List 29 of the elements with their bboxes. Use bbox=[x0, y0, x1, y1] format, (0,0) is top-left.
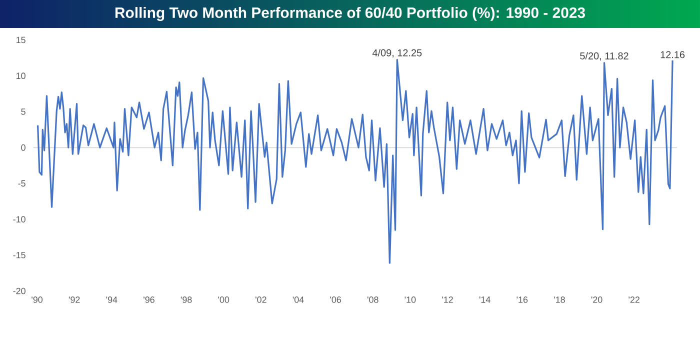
x-tick-label: '98 bbox=[180, 296, 192, 303]
x-tick-label: '92 bbox=[68, 296, 80, 303]
x-tick-label: '94 bbox=[106, 296, 118, 303]
x-tick-label: '22 bbox=[628, 296, 640, 303]
annotation: 4/09, 12.25 bbox=[372, 49, 422, 58]
annotation: 12.16 bbox=[660, 51, 685, 58]
x-tick-label: '90 bbox=[32, 296, 43, 303]
y-tick-label: 10 bbox=[16, 72, 26, 80]
x-tick-label: '08 bbox=[367, 296, 378, 303]
y-tick-label: -5 bbox=[18, 180, 26, 187]
chart-title: Rolling Two Month Performance of 60/40 Portfolio (%): 1990 - 2023 bbox=[115, 7, 585, 21]
y-tick-label: 15 bbox=[16, 36, 26, 44]
x-tick-label: '96 bbox=[144, 296, 154, 303]
x-tick-label: '00 bbox=[218, 296, 230, 303]
annotation: 5/20, 11.82 bbox=[580, 52, 628, 61]
y-tick-label: 0 bbox=[21, 144, 26, 151]
x-tick-label: '20 bbox=[591, 296, 602, 303]
x-tick-label: '16 bbox=[516, 296, 528, 303]
y-tick-label: -20 bbox=[13, 288, 26, 294]
y-tick-label: -15 bbox=[13, 252, 26, 258]
x-tick-label: '02 bbox=[256, 296, 266, 303]
x-tick-label: '12 bbox=[442, 296, 453, 303]
y-tick-label: 5 bbox=[21, 108, 26, 115]
y-tick-label: -10 bbox=[13, 216, 26, 222]
x-tick-label: '14 bbox=[479, 296, 490, 303]
x-tick-label: '06 bbox=[330, 296, 342, 303]
x-tick-label: '18 bbox=[554, 296, 565, 303]
x-tick-label: '04 bbox=[292, 296, 304, 303]
x-tick-label: '10 bbox=[404, 296, 416, 303]
